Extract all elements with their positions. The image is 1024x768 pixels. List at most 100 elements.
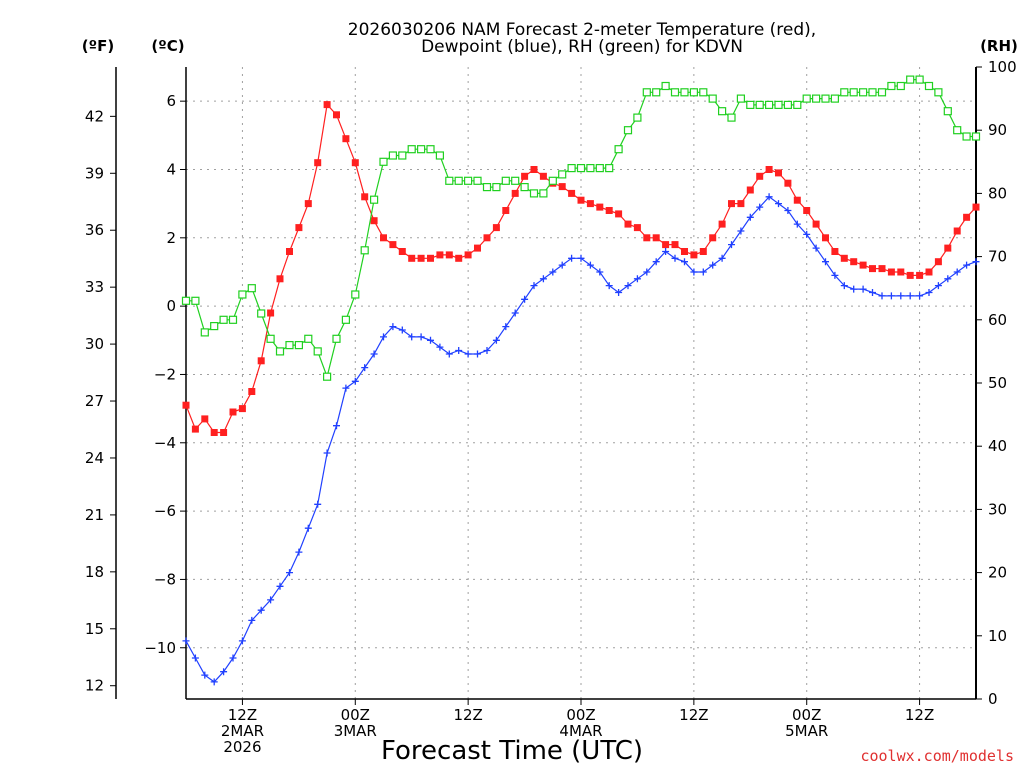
fahrenheit-axis-unit: (ºF) (82, 37, 114, 55)
dewpoint-point (822, 258, 829, 266)
rh-point (924, 81, 934, 91)
dewpoint-point (201, 671, 209, 679)
dewpoint-point (323, 449, 331, 457)
temperature-point (887, 268, 895, 276)
celsius-tick-label: −10 (144, 639, 176, 657)
rh-point (304, 334, 313, 343)
dewpoint-point (361, 364, 369, 372)
temperature-point (455, 254, 463, 262)
dewpoint-point (351, 377, 359, 385)
x-tick-label: 2026 (223, 738, 261, 756)
rh-point (755, 100, 764, 110)
temperature-point (953, 227, 961, 235)
rh-point (849, 88, 858, 97)
rh-point (896, 81, 905, 91)
temperature-point (380, 234, 387, 242)
rh-tick-label: 10 (988, 627, 1007, 645)
dewpoint-point (276, 582, 284, 590)
dewpoint-point (511, 309, 519, 317)
dewpoint-point (445, 350, 453, 358)
rh-point (811, 94, 821, 103)
dewpoint-point (878, 292, 886, 300)
rh-tick-label: 0 (988, 690, 998, 708)
dewpoint-point (840, 282, 848, 290)
rh-point (576, 164, 586, 173)
dewpoint-point (681, 258, 688, 266)
dewpoint-point (775, 200, 782, 208)
dewpoint-point (812, 244, 820, 252)
temperature-point (568, 189, 576, 197)
rh-tick-label: 80 (988, 184, 1007, 202)
dewpoint-point (586, 261, 594, 269)
x-tick-label: 00Z (566, 706, 595, 724)
rh-point (379, 157, 388, 166)
temperature-point (615, 210, 623, 218)
x-tick-label: 00Z (341, 706, 370, 724)
fahrenheit-tick-label: 18 (85, 563, 104, 581)
temperature-point (793, 196, 801, 204)
dewpoint-point (417, 333, 425, 341)
temperature-point (643, 234, 651, 242)
rh-point (247, 284, 256, 293)
rh-point (370, 195, 379, 204)
dewpoint-point (605, 282, 613, 290)
temperature-point (474, 244, 481, 252)
dewpoint-point (709, 261, 717, 269)
rh-point (492, 183, 501, 192)
temperature-point (408, 254, 416, 262)
temperature-point (784, 179, 792, 187)
rh-point (708, 94, 717, 103)
dewpoint-point (784, 207, 792, 214)
dewpoint-point (558, 261, 566, 269)
rh-point (529, 189, 539, 198)
rh-axis: 0 10 20 30 40 50 60 70 80 90 100 (976, 58, 1017, 708)
temperature-point (709, 234, 717, 242)
x-tick-label: 4MAR (559, 722, 602, 740)
temperature-point (511, 189, 519, 197)
celsius-tick-label: 2 (166, 229, 176, 247)
celsius-tick-label: −4 (154, 434, 176, 452)
rh-point (934, 88, 943, 97)
dewpoint-point (916, 292, 924, 300)
rh-point (332, 334, 341, 343)
celsius-axis-unit: (ºC) (151, 37, 184, 55)
dewpoint-point (389, 323, 397, 331)
rh-point (727, 113, 736, 122)
temperature-point (756, 172, 764, 180)
dewpoint-point (850, 285, 858, 293)
fahrenheit-tick-label: 12 (85, 677, 104, 695)
celsius-tick-label: −6 (154, 502, 176, 520)
rh-point (877, 88, 887, 97)
dewpoint-point (464, 350, 472, 358)
dewpoint-point (502, 323, 510, 331)
temperature-point (483, 234, 491, 242)
fahrenheit-tick-label: 36 (85, 221, 104, 239)
dewpoint-point (455, 347, 463, 354)
temperature-point (577, 196, 585, 204)
dewpoint-point (295, 548, 303, 556)
temperature-point (728, 200, 735, 208)
rh-point (435, 151, 444, 160)
rh-point (520, 183, 529, 192)
rh-point (652, 88, 661, 97)
dewpoint-point (765, 193, 773, 201)
temperature-point (267, 309, 275, 317)
temperature-point (822, 234, 829, 242)
rh-point (360, 246, 369, 255)
temperature-point (436, 251, 444, 259)
rh-tick-label: 40 (988, 437, 1007, 455)
rh-point (210, 322, 219, 331)
rh-point (764, 100, 774, 110)
rh-point (275, 347, 285, 356)
rh-tick-label: 50 (988, 374, 1007, 392)
celsius-tick-label: −2 (154, 365, 176, 383)
series-dewpoint (182, 193, 980, 686)
temperature-point (633, 224, 641, 232)
rh-point (445, 176, 454, 185)
dewpoint-point (925, 289, 933, 296)
temperature-point (662, 241, 670, 249)
rh-point (323, 372, 332, 381)
rh-point (558, 170, 567, 179)
